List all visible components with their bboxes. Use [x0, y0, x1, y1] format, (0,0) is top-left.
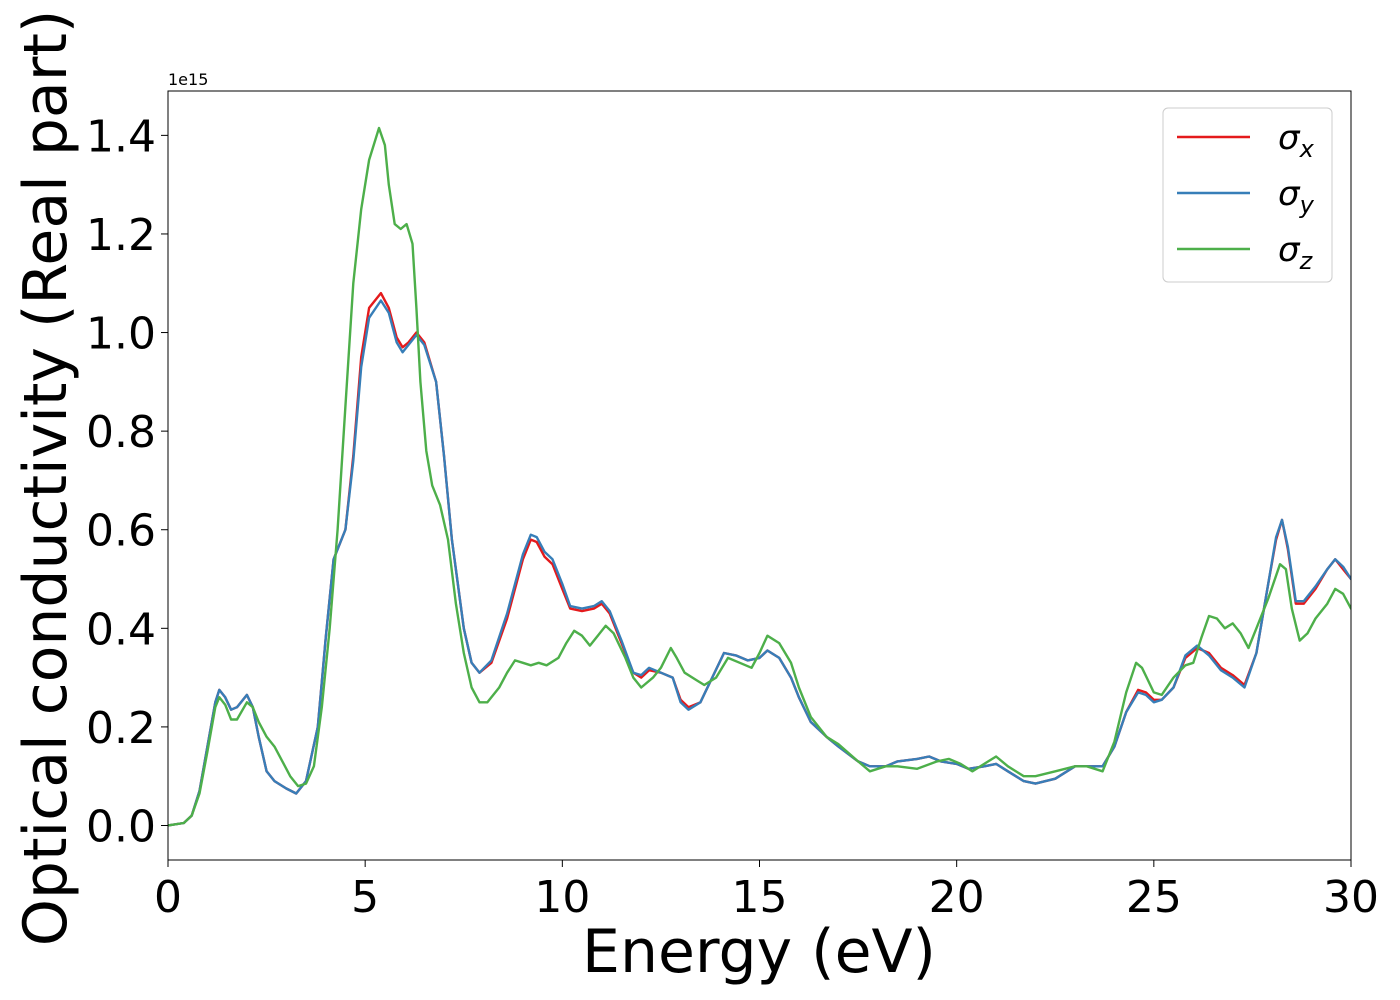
y-tick-label: 1.2 — [86, 210, 156, 261]
legend-box — [1162, 107, 1333, 283]
x-tick-label: 15 — [732, 872, 788, 923]
y-tick-label: 0.2 — [86, 703, 156, 754]
x-axis-ticks: 0 5 10 15 20 25 30 — [154, 860, 1379, 923]
series-lines — [168, 126, 1351, 827]
series-line-z — [168, 126, 1351, 827]
y-offset-label: 1e15 — [168, 70, 208, 89]
x-tick-label: 0 — [154, 872, 182, 923]
y-tick-label: 0.8 — [86, 407, 156, 458]
legend-label-z: σz — [1278, 230, 1314, 275]
y-axis-label: Optical conductivity (Real part) — [11, 10, 81, 947]
y-tick-label: 1.0 — [86, 309, 156, 360]
y-tick-label: 0.4 — [86, 604, 156, 655]
y-tick-label: 1.4 — [86, 111, 156, 162]
x-axis-label: Energy (eV) — [582, 917, 936, 987]
legend-label-x: σx — [1278, 118, 1315, 163]
legend-label-y: σy — [1278, 174, 1315, 219]
y-tick-label: 0.0 — [86, 801, 156, 852]
series-line-y — [168, 299, 1351, 827]
x-tick-label: 30 — [1323, 872, 1379, 923]
x-tick-label: 5 — [351, 872, 379, 923]
y-tick-label: 0.6 — [86, 506, 156, 557]
y-axis-ticks: 0.0 0.2 0.4 0.6 0.8 1.0 1.2 1.4 — [86, 111, 168, 852]
x-tick-label: 10 — [534, 872, 590, 923]
legend: σx σy σz — [1162, 107, 1333, 283]
x-tick-label: 25 — [1126, 872, 1182, 923]
x-tick-label: 20 — [929, 872, 985, 923]
